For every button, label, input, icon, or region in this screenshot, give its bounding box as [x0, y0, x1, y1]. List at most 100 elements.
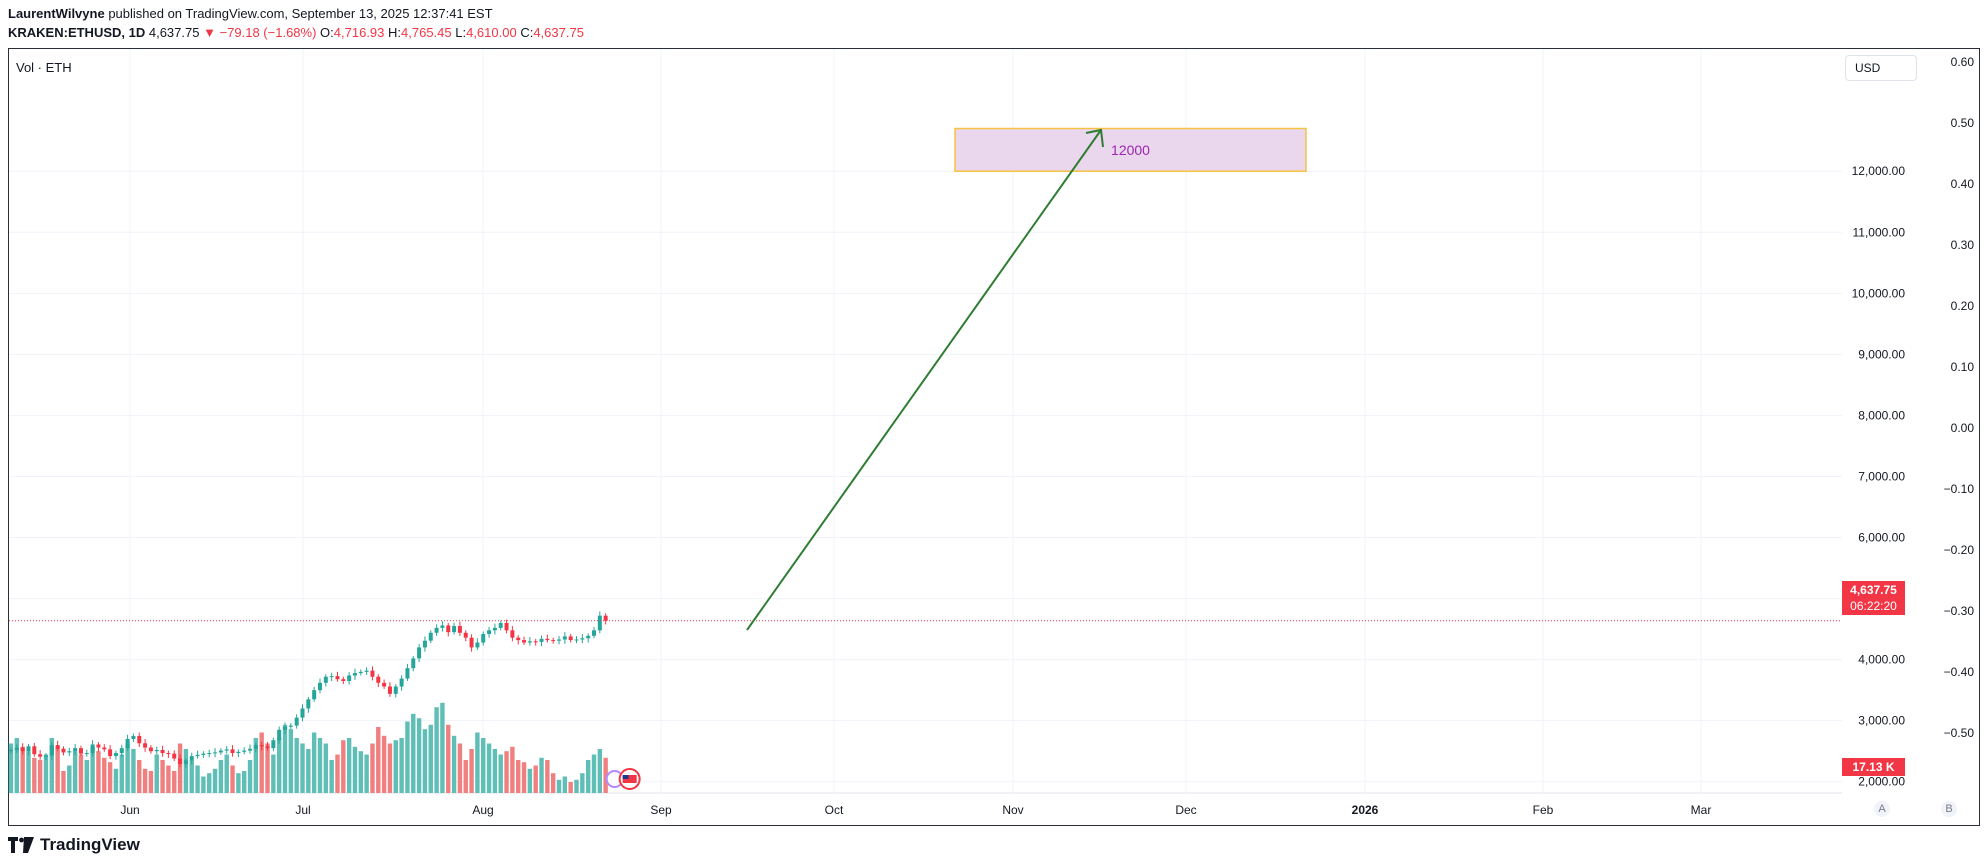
volume-bar	[230, 765, 235, 793]
candle-body	[201, 753, 206, 755]
volume-bar	[8, 743, 14, 793]
volume-bar	[428, 724, 433, 793]
price-tick-label: 6,000.00	[1858, 531, 1905, 545]
price-tick-label: 12,000.00	[1852, 164, 1906, 178]
candle-body	[393, 686, 398, 694]
candle-body	[259, 745, 264, 747]
candle-body	[108, 749, 113, 757]
candle-body	[352, 673, 357, 676]
volume-bar	[510, 746, 515, 793]
volume-bar	[201, 776, 206, 793]
candle-body	[236, 751, 241, 754]
time-tick-label: Jun	[120, 803, 139, 817]
candle-body	[189, 756, 194, 761]
candle-body	[399, 678, 404, 687]
time-tick-label: 2026	[1352, 803, 1379, 817]
volume-bar	[107, 762, 113, 793]
volume-tick-label: −0.40	[1944, 665, 1975, 679]
author-name[interactable]: LaurentWilvyne	[8, 6, 105, 21]
candle-body	[335, 676, 340, 680]
us-flag-stripes-icon	[622, 775, 637, 783]
high-label: H:	[388, 25, 402, 40]
candle-body	[306, 699, 311, 709]
volume-bar	[43, 754, 49, 793]
target-zone-label: 12000	[1111, 142, 1150, 158]
candle-body	[492, 627, 497, 631]
volume-bar	[294, 738, 299, 793]
candle-body	[38, 754, 43, 757]
volume-bar	[154, 754, 159, 793]
volume-tick-label: −0.10	[1944, 482, 1975, 496]
candle-body	[317, 682, 322, 691]
publish-line: LaurentWilvyne published on TradingView.…	[8, 6, 493, 21]
candle-body	[440, 625, 445, 628]
candle-body	[253, 745, 258, 749]
auto-scale-button[interactable]: A	[1874, 801, 1890, 817]
volume-bar	[247, 760, 253, 793]
price-tick-label: 4,000.00	[1858, 653, 1905, 667]
volume-bar	[498, 754, 503, 793]
tradingview-logo-icon	[8, 837, 34, 853]
candle-body	[469, 637, 474, 648]
volume-bar	[236, 773, 241, 793]
time-tick-label: Feb	[1533, 803, 1554, 817]
candle-body	[358, 671, 363, 674]
volume-tick-label: −0.20	[1944, 543, 1975, 557]
volume-bar	[14, 738, 20, 793]
candle-body	[370, 670, 375, 677]
volume-bar	[562, 776, 568, 793]
candle-body	[9, 749, 13, 752]
close-label: C:	[520, 25, 534, 40]
volume-bar	[376, 727, 381, 793]
volume-bar	[32, 757, 37, 793]
volume-bar	[119, 754, 124, 793]
volume-bar	[166, 765, 171, 793]
candle-body	[183, 760, 188, 765]
time-tick-label: Nov	[1002, 803, 1023, 817]
volume-bar	[585, 760, 591, 793]
candle-body	[597, 615, 602, 631]
volume-bar	[381, 735, 387, 793]
candle-body	[323, 676, 328, 683]
chart-pane[interactable]	[8, 48, 1980, 826]
time-tick-label: Oct	[825, 803, 844, 817]
volume-bar	[306, 749, 311, 793]
publish-text: published on TradingView.com, September …	[108, 6, 493, 21]
candle-body	[376, 676, 381, 683]
candle-body	[172, 753, 177, 759]
candle-body	[125, 738, 130, 749]
candle-body	[43, 755, 48, 757]
brand-name: TradingView	[40, 835, 140, 854]
volume-bar	[521, 762, 527, 793]
candle-body	[329, 676, 334, 678]
candle-body	[230, 749, 235, 754]
candle-body	[522, 640, 527, 643]
low-value: 4,610.00	[466, 25, 517, 40]
tradingview-logo[interactable]: TradingView	[8, 834, 140, 856]
candle-body	[61, 748, 66, 753]
volume-tick-label: 0.40	[1951, 177, 1975, 191]
candle-body	[113, 753, 118, 757]
currency-button[interactable]: USD	[1845, 55, 1917, 81]
candle-body	[73, 748, 78, 752]
candle-body	[510, 630, 515, 638]
candle-body	[603, 615, 608, 621]
candle-body	[417, 647, 422, 659]
volume-bar	[446, 724, 451, 793]
volume-bar	[253, 738, 259, 793]
log-scale-button[interactable]: B	[1941, 801, 1957, 817]
candle-body	[224, 749, 229, 751]
volume-bar	[580, 773, 585, 793]
volume-bar	[26, 751, 31, 793]
candle-body	[102, 747, 107, 750]
target-zone-box	[954, 127, 1307, 172]
price-change: ▼ −79.18 (−1.68%)	[203, 25, 317, 40]
volume-tick-label: 0.00	[1951, 421, 1975, 435]
last-price: 4,637.75	[148, 25, 200, 40]
volume-bar	[55, 746, 60, 793]
volume-indicator-label[interactable]: Vol · ETH	[16, 60, 72, 75]
candle-body	[387, 686, 392, 694]
candle-body	[271, 740, 276, 749]
volume-bar	[527, 768, 533, 793]
